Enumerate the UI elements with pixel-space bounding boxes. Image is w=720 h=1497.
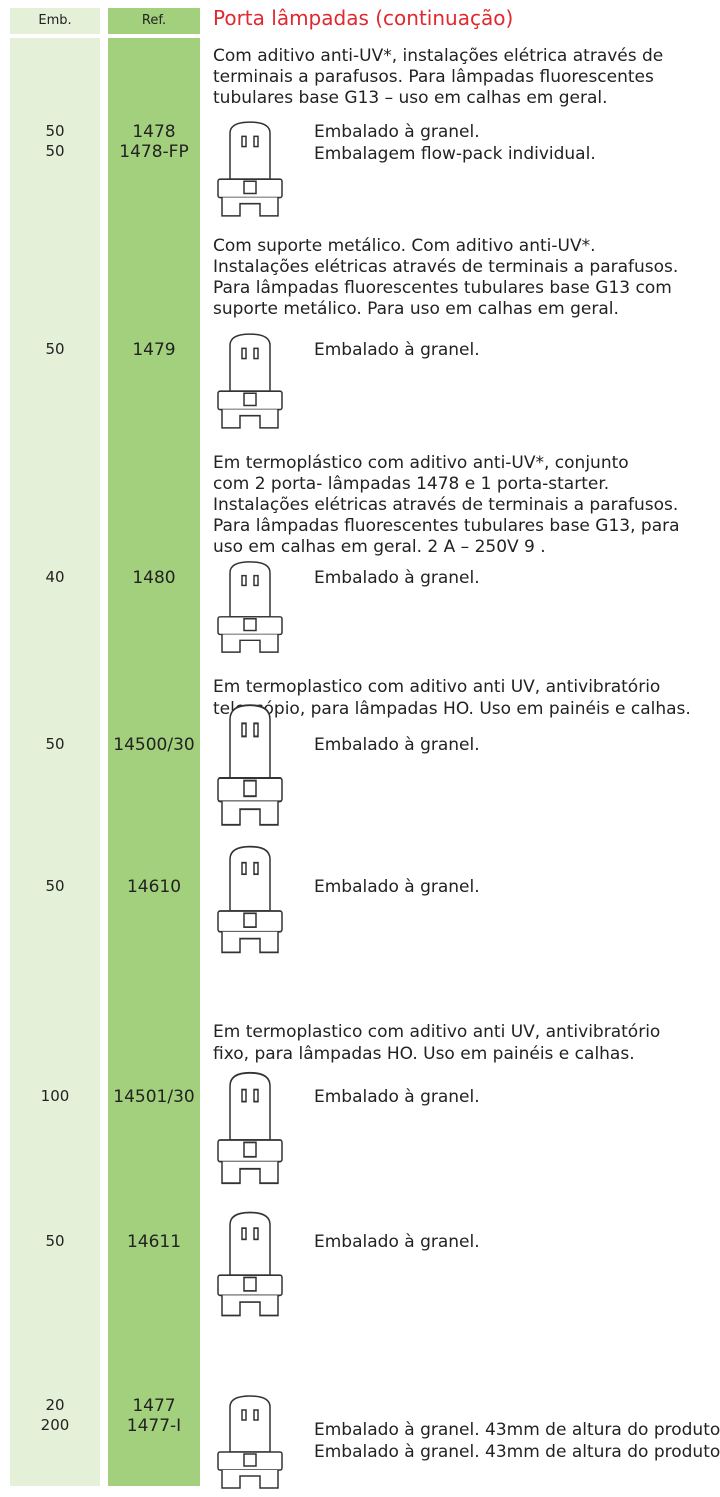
product-image: [217, 845, 283, 954]
emb-value: 50: [45, 122, 65, 140]
ref-value: 1477: [132, 1396, 176, 1416]
emb-value: 20: [45, 1396, 65, 1414]
packaging-line: Embalado à granel.: [314, 1232, 480, 1252]
packaging-line: Embalado à granel.: [314, 122, 480, 142]
product-image: [217, 333, 283, 429]
ref-value: 14501/30: [113, 1087, 195, 1107]
ref-value: 14611: [126, 1232, 182, 1252]
product-image: [217, 1211, 283, 1317]
emb-header: Emb.: [10, 8, 100, 34]
description-line: Instalações elétricas através de termina…: [213, 257, 679, 277]
packaging-line: Embalagem flow-pack individual.: [314, 144, 596, 164]
product-image: [217, 704, 283, 826]
packaging-line: Embalado à granel. 43mm de altura do pro…: [314, 1420, 720, 1440]
emb-value: 200: [40, 1416, 70, 1434]
emb-value: 50: [45, 735, 65, 753]
product-image: [217, 1071, 283, 1185]
emb-value: 40: [45, 568, 65, 586]
description-line: Instalações elétricas através de termina…: [213, 495, 679, 515]
packaging-line: Embalado à granel.: [314, 1087, 480, 1107]
packaging-line: Embalado à granel. 43mm de altura do pro…: [314, 1442, 720, 1462]
ref-value: 14500/30: [113, 735, 195, 755]
description-line: terminais a parafusos. Para lâmpadas flu…: [213, 67, 654, 87]
description-line: fixo, para lâmpadas HO. Uso em painéis e…: [213, 1044, 635, 1064]
packaging-line: Embalado à granel.: [314, 735, 480, 755]
emb-value: 50: [45, 340, 65, 358]
description-line: suporte metálico. Para uso em calhas em …: [213, 299, 619, 319]
emb-value: 100: [40, 1087, 70, 1105]
description-line: uso em calhas em geral. 2 A – 250V 9 .: [213, 537, 546, 557]
ref-value: 1477-I: [126, 1416, 182, 1436]
emb-value: 50: [45, 142, 65, 160]
description-line: tubulares base G13 – uso em calhas em ge…: [213, 88, 608, 108]
description-line: Em termoplastico com aditivo anti UV, an…: [213, 1022, 661, 1042]
emb-value: 50: [45, 877, 65, 895]
section-title: Porta lâmpadas (continuação): [213, 6, 514, 30]
description-line: com 2 porta- lâmpadas 1478 e 1 porta-sta…: [213, 474, 610, 494]
ref-value: 1479: [132, 340, 176, 360]
ref-value: 1478-FP: [119, 142, 189, 162]
packaging-line: Embalado à granel.: [314, 568, 480, 588]
ref-value: 1478: [132, 122, 176, 142]
product-image: [217, 121, 283, 217]
description-line: telescópio, para lâmpadas HO. Uso em pai…: [213, 699, 691, 719]
description-line: Com aditivo anti-UV*, instalações elétri…: [213, 46, 664, 66]
description-line: Em termoplastico com aditivo anti UV, an…: [213, 677, 661, 697]
ref-header: Ref.: [108, 8, 200, 34]
description-line: Para lâmpadas fluorescentes tubulares ba…: [213, 278, 672, 298]
ref-value: 14610: [126, 877, 182, 897]
description-line: Para lâmpadas fluorescentes tubulares ba…: [213, 516, 680, 536]
packaging-line: Embalado à granel.: [314, 340, 480, 360]
product-image: [217, 1395, 283, 1489]
ref-column: [108, 38, 200, 1486]
product-image: [217, 561, 283, 653]
packaging-line: Embalado à granel.: [314, 877, 480, 897]
description-line: Em termoplástico com aditivo anti-UV*, c…: [213, 453, 629, 473]
emb-value: 50: [45, 1232, 65, 1250]
emb-column: [10, 38, 100, 1486]
description-line: Com suporte metálico. Com aditivo anti-U…: [213, 236, 596, 256]
ref-value: 1480: [132, 568, 176, 588]
